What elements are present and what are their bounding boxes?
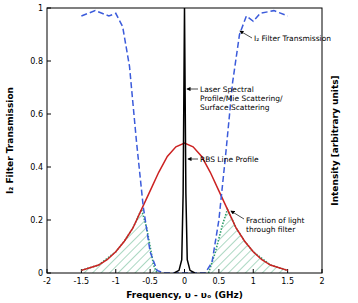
y-tick — [47, 114, 51, 115]
annotation: Fraction of lightthrough filter — [246, 216, 305, 234]
y-axis-label: I₂ Filter Transmission — [5, 87, 15, 194]
x-axis-label: Frequency, υ - υₒ (GHz) — [126, 290, 243, 300]
y-tick-label: 1 — [38, 4, 43, 13]
annotation: I₂ Filter Transmission — [254, 34, 331, 43]
y-tick-label: 0.4 — [30, 163, 43, 172]
chart: 00.20.40.60.81-2-1.5-1-0.500.511.52Frequ… — [0, 0, 358, 303]
x-tick-label: -1 — [112, 277, 120, 286]
y-tick-label: 0.8 — [30, 57, 43, 66]
annotation-arrow — [187, 89, 198, 90]
y-tick-label: 0.6 — [30, 110, 43, 119]
y2-axis-label: Intensity [arbitrary units] — [330, 75, 340, 205]
annotation: RBS Line Profile — [200, 155, 259, 164]
x-tick-label: -2 — [43, 277, 51, 286]
x-tick-label: 1.5 — [281, 277, 294, 286]
x-tick-label: 2 — [319, 277, 324, 286]
annotation-arrow — [188, 159, 198, 160]
series-line — [81, 143, 287, 270]
x-tick-label: 1 — [251, 277, 256, 286]
x-tick-label: 0.5 — [213, 277, 226, 286]
series-line — [174, 8, 195, 273]
plot-frame — [47, 8, 322, 273]
y-tick — [47, 167, 51, 168]
y-tick — [47, 220, 51, 221]
y-tick-label: 0.2 — [30, 216, 43, 225]
annotation-arrow — [231, 211, 244, 219]
y-tick — [47, 61, 51, 62]
annotation-arrow — [240, 31, 252, 38]
x-tick-label: -1.5 — [74, 277, 90, 286]
x-tick-label: -0.5 — [142, 277, 158, 286]
x-tick-label: 0 — [182, 277, 187, 286]
annotation: Laser SpectralProfile/Mie Scattering/Sur… — [200, 85, 283, 112]
